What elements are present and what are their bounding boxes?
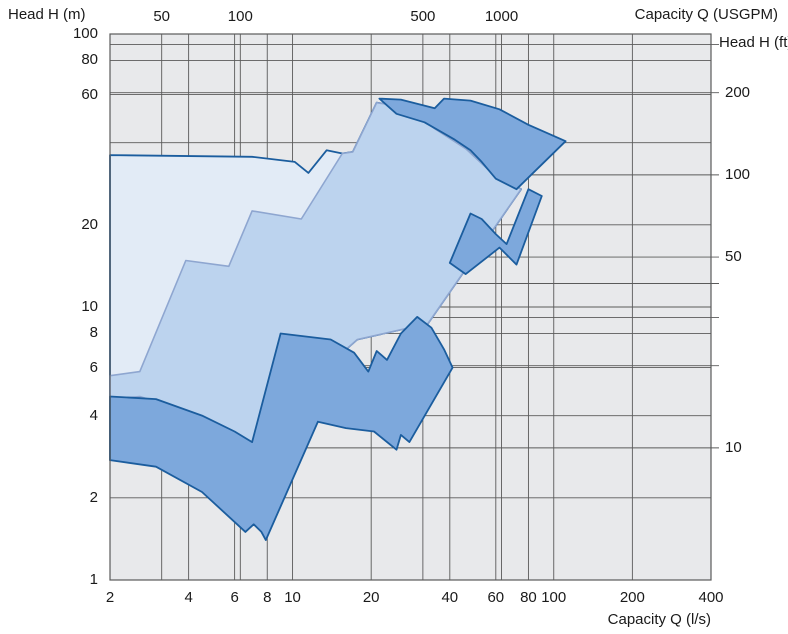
y-tick-label: 20 — [81, 215, 98, 233]
y-right-title: Head H (ft) — [719, 34, 788, 51]
x-bottom-title: Capacity Q (l/s) — [607, 611, 711, 628]
plot-frame — [109, 33, 712, 581]
x-top-tick-label: 500 — [410, 8, 436, 25]
y-tick-label: 60 — [81, 85, 98, 103]
x-tick-label: 80 — [520, 589, 537, 606]
x-top-tick-label: 50 — [153, 8, 171, 25]
y-tick-label: 1 — [89, 571, 98, 588]
operating-areas — [109, 97, 567, 541]
operating-area-3 — [109, 316, 454, 541]
y-tick-label: 10 — [81, 298, 98, 315]
x-top-tick-label: 100 — [227, 8, 253, 25]
y-tick-label: 6 — [89, 358, 98, 376]
x-top-tick-label: 1000 — [484, 8, 519, 25]
x-tick-label: 6 — [230, 589, 239, 606]
x-tick-label: 40 — [441, 589, 459, 606]
x-tick-label: 8 — [263, 589, 272, 606]
y-tick-label: 80 — [81, 51, 98, 69]
y-tick-label: 4 — [89, 406, 98, 424]
x-tick-label: 400 — [698, 589, 724, 606]
operating-area-5 — [448, 188, 543, 275]
operating-area-4 — [378, 97, 567, 191]
x-tick-label: 100 — [541, 589, 567, 606]
y-right-tick-label: 10 — [725, 438, 742, 456]
x-tick-label: 20 — [362, 589, 380, 606]
x-tick-label: 200 — [619, 589, 645, 606]
x-tick-label: 10 — [284, 589, 301, 606]
y-right-tick-label: 200 — [725, 83, 751, 101]
x-top-title: Capacity Q (USGPM) — [634, 6, 778, 23]
x-tick-label: 60 — [487, 589, 505, 606]
y-tick-label: 100 — [72, 25, 98, 42]
x-tick-label: 2 — [105, 589, 115, 606]
y-tick-label: 2 — [89, 488, 98, 506]
y-left-title: Head H (m) — [8, 6, 86, 23]
y-right-tick-label: 50 — [725, 248, 742, 266]
x-tick-label: 4 — [184, 589, 193, 606]
y-tick-label: 8 — [89, 324, 98, 342]
y-right-tick-label: 100 — [725, 165, 751, 183]
